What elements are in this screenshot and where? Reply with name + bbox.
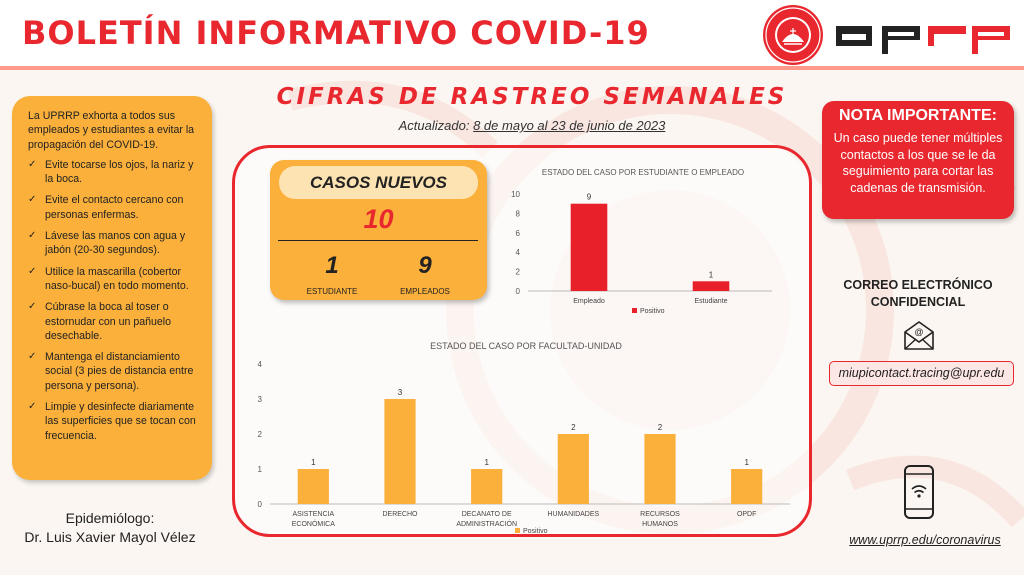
checkmark-icon: ✓ [28,401,37,413]
checkmark-icon: ✓ [28,351,37,363]
updated-line: Actualizado: 8 de mayo al 23 de junio de… [270,118,794,133]
y-tick-label: 4 [258,360,263,369]
website-link[interactable]: www.uprrp.edu/coronavirus [849,533,1001,547]
chart-student-employee: ESTADO DEL CASO POR ESTUDIANTE O EMPLEAD… [511,168,772,315]
x-tick-label: OPDF [737,511,756,518]
legend-label: Positivo [640,308,665,315]
tip-item: ✓ Evite el contacto cercano con personas … [28,193,198,222]
updated-label: Actualizado: [398,118,470,133]
data-label: 3 [398,388,403,397]
employee-label: EMPLEADOS [400,287,450,296]
envelope-icon: @ [904,321,934,350]
y-tick-label: 2 [516,268,521,277]
x-tick-label: RECURSOS [640,511,680,518]
y-tick-label: 10 [511,190,520,199]
data-label: 2 [658,423,663,432]
tips-intro: La UPRRP exhorta a todos sus empleados y… [28,110,195,151]
chart-bar [731,469,763,504]
chart-bar [692,281,730,291]
prevention-tips-card: La UPRRP exhorta a todos sus empleados y… [12,96,212,480]
tip-item: ✓ Evite tocarse los ojos, la nariz y la b… [28,158,198,187]
tip-text: Cúbrase la boca al toser o estornudar co… [45,301,172,342]
data-label: 1 [709,270,714,279]
x-tick-label: Estudiante [694,298,727,305]
page-title: BOLETÍN INFORMATIVO COVID-19 [22,14,650,52]
data-label: 9 [587,193,592,202]
x-tick-label: DECANATO DE [462,511,512,518]
x-tick-label: ASISTENCIA [293,511,335,518]
chart-title: ESTADO DEL CASO POR ESTUDIANTE O EMPLEAD… [542,168,744,177]
university-seal-logo [763,5,823,65]
email-heading: CORREO ELECTRÓNICO CONFIDENCIAL [836,277,1000,311]
x-tick-label: Empleado [573,298,605,305]
checkmark-icon: ✓ [28,230,37,242]
y-tick-label: 3 [258,395,263,404]
x-tick-label: HUMANOS [642,521,678,528]
section-title: CIFRAS DE RASTREO SEMANALES [276,84,788,110]
header-bar: BOLETÍN INFORMATIVO COVID-19 [0,0,1024,70]
chart-bar [384,399,416,504]
y-tick-label: 1 [258,465,263,474]
x-tick-label: ADMINISTRACIÓN [456,519,517,528]
note-title: NOTA IMPORTANTE: [839,107,997,124]
tips-list: ✓ Evite tocarse los ojos, la nariz y la b… [28,158,198,443]
svg-text:@: @ [914,327,923,337]
checkmark-icon: ✓ [28,301,37,313]
tip-item: ✓ Cúbrase la boca al toser o estornudar c… [28,300,198,343]
tip-text: Evite el contacto cercano con personas e… [45,194,184,221]
updated-dates: 8 de mayo al 23 de junio de 2023 [473,118,666,133]
employee-count: 9 [418,252,432,279]
tip-item: ✓ Mantenga el distanciamiento social (3 p… [28,350,198,393]
email-heading-line1: CORREO ELECTRÓNICO [843,278,993,292]
chart-bar [297,469,329,504]
email-heading-line2: CONFIDENCIAL [870,294,966,309]
data-label: 1 [744,458,749,467]
data-label: 2 [571,423,576,432]
chart-faculty-unit: ESTADO DEL CASO POR FACULTAD-UNIDAD 0 1 2 3 4… [258,341,790,535]
legend-label: Positivo [523,528,548,535]
y-tick-label: 2 [258,430,263,439]
email-link[interactable]: miupicontact.tracing@upr.edu [829,361,1014,386]
y-tick-label: 0 [516,287,521,296]
chart-bar [570,203,608,291]
tip-text: Utilice la mascarilla (cobertor naso-buc… [45,265,189,292]
tip-item: ✓ Limpie y desinfecte diariamente las sup… [28,400,198,443]
data-label: 1 [311,458,316,467]
smartphone-icon [904,465,934,519]
chart-title: ESTADO DEL CASO POR FACULTAD-UNIDAD [430,341,622,351]
chart-bar [557,434,589,504]
y-tick-label: 6 [516,229,521,238]
legend-swatch [515,528,520,533]
divider [278,240,478,241]
chart-bar [471,469,503,504]
tip-item: ✓ Lávese las manos con agua y jabón (20-3… [28,229,198,258]
legend-swatch [632,308,637,313]
uprrp-logo [836,26,1010,54]
checkmark-icon: ✓ [28,194,37,206]
student-label: ESTUDIANTE [306,287,358,296]
x-tick-label: DERECHO [382,511,418,518]
new-cases-card: CASOS NUEVOS 10 1 ESTUDIANTE 9 EMPLEADOS [270,160,487,300]
data-label: 1 [484,458,489,467]
note-body: Un caso puede tener múltiples contactos … [833,131,1003,195]
epidemiologist-name: Dr. Luis Xavier Mayol Vélez [24,529,196,545]
y-tick-label: 0 [258,500,263,509]
checkmark-icon: ✓ [28,158,37,170]
epidemiologist-label: Epidemiólogo: [65,510,155,526]
tip-text: Lávese las manos con agua y jabón (20-30… [45,230,186,257]
checkmark-icon: ✓ [28,265,37,277]
chart-bar [644,434,676,504]
new-cases-total: 10 [363,204,394,234]
x-tick-label: HUMANIDADES [547,511,599,518]
x-tick-label: ECONÓMICA [292,519,336,528]
student-count: 1 [325,252,339,279]
important-note-card: NOTA IMPORTANTE: Un caso puede tener múl… [822,101,1014,219]
tip-text: Mantenga el distanciamiento social (3 pi… [45,351,194,392]
tip-text: Evite tocarse los ojos, la nariz y la bo… [45,158,194,186]
y-tick-label: 4 [516,248,521,257]
tip-text: Limpie y desinfecte diariamente las supe… [45,401,196,442]
new-cases-heading: CASOS NUEVOS [279,166,478,199]
y-tick-label: 8 [516,209,521,218]
tip-item: ✓ Utilice la mascarilla (cobertor naso-bu… [28,265,198,294]
